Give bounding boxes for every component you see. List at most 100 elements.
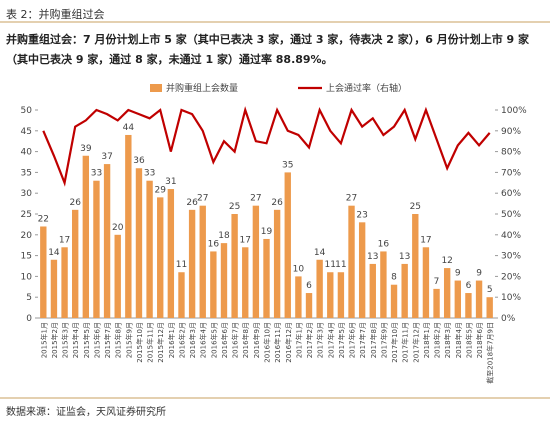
x-tick-label: 2017年10月 xyxy=(390,322,399,363)
y2-tick-label: 50% xyxy=(501,210,521,220)
value-label: 17 xyxy=(420,235,431,245)
value-label: 22 xyxy=(38,214,49,224)
y-tick-label: 30 xyxy=(21,189,33,199)
x-tick-label: 2016年4月 xyxy=(199,322,208,358)
y-tick-label: 40 xyxy=(21,148,33,158)
bar xyxy=(210,251,217,318)
bar xyxy=(40,226,47,318)
value-label: 17 xyxy=(59,235,70,245)
y2-tick-label: 80% xyxy=(501,148,521,158)
x-tick-label: 2016年11月 xyxy=(273,322,282,363)
y2-tick-label: 40% xyxy=(501,231,521,241)
value-label: 39 xyxy=(80,144,92,154)
legend-label: 上会通过率（右轴） xyxy=(326,82,407,94)
value-label: 26 xyxy=(271,198,283,208)
bar xyxy=(305,293,313,318)
y-tick-label: 20 xyxy=(21,231,33,241)
x-tick-label: 2017年6月 xyxy=(348,322,357,358)
value-label: 37 xyxy=(101,152,112,162)
y2-tick-label: 20% xyxy=(501,272,521,282)
bar xyxy=(199,205,206,318)
x-tick-label: 2017年3月 xyxy=(316,322,325,358)
value-label: 36 xyxy=(133,156,145,166)
value-label: 11 xyxy=(325,260,336,270)
y-tick-label: 45 xyxy=(21,127,32,137)
value-label: 31 xyxy=(165,177,176,187)
bar xyxy=(252,205,260,318)
bar xyxy=(401,263,408,318)
y2-tick-label: 100% xyxy=(501,106,527,116)
value-label: 8 xyxy=(391,273,397,283)
bar xyxy=(125,134,132,318)
bar xyxy=(422,247,430,318)
bar xyxy=(72,209,79,318)
value-label: 26 xyxy=(69,198,81,208)
header-title: 表 2：并购重组过会 xyxy=(6,8,105,21)
value-label: 5 xyxy=(487,285,493,295)
x-tick-label: 2015年10月 xyxy=(135,322,144,363)
value-label: 19 xyxy=(261,227,273,237)
x-tick-label: 2018年4月 xyxy=(454,322,463,358)
value-label: 18 xyxy=(218,231,230,241)
x-tick-label: 2015年9月 xyxy=(124,322,133,358)
value-label: 9 xyxy=(476,269,482,279)
y2-tick-label: 60% xyxy=(501,189,521,199)
value-label: 25 xyxy=(410,202,421,212)
value-label: 9 xyxy=(455,269,461,279)
y-tick-label: 0 xyxy=(26,314,32,324)
x-tick-label: 2016年3月 xyxy=(188,322,197,358)
x-tick-label: 2018年3月 xyxy=(443,322,452,358)
value-label: 11 xyxy=(176,260,187,270)
legend-label: 并购重组上会数量 xyxy=(166,82,238,94)
x-tick-label: 2016年6月 xyxy=(220,322,229,358)
y-tick-label: 35 xyxy=(21,168,32,178)
bar xyxy=(135,168,143,318)
value-label: 27 xyxy=(250,194,261,204)
x-tick-label: 2016年1月 xyxy=(167,322,176,358)
x-tick-label: 2017年2月 xyxy=(305,322,314,358)
x-tick-label: 2017年12月 xyxy=(411,322,420,363)
bar xyxy=(465,293,472,318)
x-tick-label: 2015年2月 xyxy=(50,322,59,358)
x-tick-label: 2018年6月 xyxy=(475,322,484,358)
value-label: 44 xyxy=(123,123,135,133)
x-tick-label: 2015年11月 xyxy=(146,322,155,363)
x-tick-label: 2015年12月 xyxy=(156,322,165,363)
bar xyxy=(295,276,302,318)
x-tick-label: 2017年8月 xyxy=(369,322,378,358)
bar xyxy=(380,251,387,318)
bar xyxy=(433,288,440,318)
y-tick-label: 5 xyxy=(26,293,32,303)
y2-tick-label: 10% xyxy=(501,293,521,303)
bar xyxy=(93,180,100,318)
bar xyxy=(454,280,461,318)
bar xyxy=(486,297,493,318)
value-label: 6 xyxy=(306,281,312,291)
x-tick-label: 2017年7月 xyxy=(358,322,367,358)
value-label: 33 xyxy=(91,169,102,179)
legend-swatch xyxy=(150,84,162,92)
bar xyxy=(369,263,376,318)
bar xyxy=(412,214,419,318)
value-label: 33 xyxy=(144,169,155,179)
bar xyxy=(348,205,355,318)
bar xyxy=(273,209,281,318)
x-tick-label: 2016年5月 xyxy=(209,322,218,358)
bar xyxy=(358,222,366,318)
value-label: 14 xyxy=(48,248,60,258)
value-label: 25 xyxy=(229,202,240,212)
value-label: 13 xyxy=(367,252,378,262)
bar xyxy=(231,214,238,318)
x-tick-label: 截至2018年7月9日 xyxy=(486,322,495,384)
bar xyxy=(82,155,90,318)
bar xyxy=(103,164,111,318)
x-tick-label: 2016年2月 xyxy=(177,322,186,358)
value-label: 35 xyxy=(282,160,293,170)
value-label: 26 xyxy=(186,198,198,208)
value-label: 17 xyxy=(240,235,251,245)
bar xyxy=(443,268,451,318)
y2-tick-label: 0% xyxy=(501,314,516,324)
value-label: 10 xyxy=(293,264,305,274)
